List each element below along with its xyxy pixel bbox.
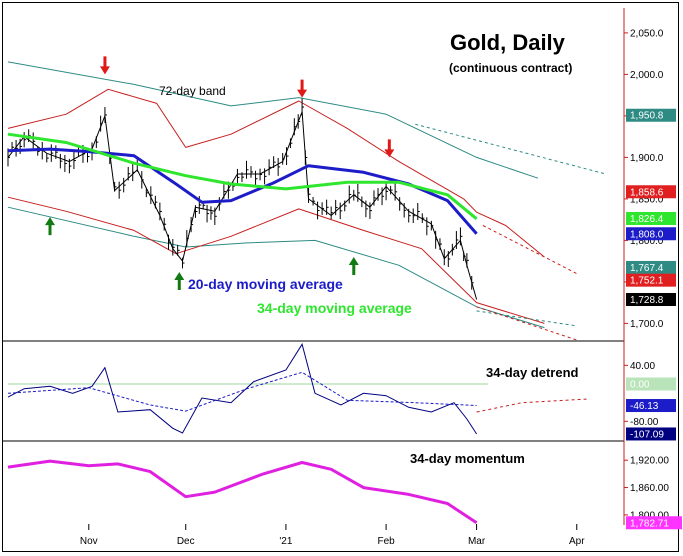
- series-close: [7, 111, 478, 300]
- series-upper_inner: [7, 88, 545, 258]
- value-badge: [626, 273, 676, 287]
- detrend-layer: [7, 343, 590, 435]
- price-layer: [7, 98, 478, 300]
- y-tick-label: 1,920.00: [630, 456, 669, 467]
- down-arrow-icon: [99, 56, 110, 75]
- value-badge-label: 1,752.1: [630, 276, 664, 287]
- x-tick-label: '21: [279, 536, 292, 547]
- value-badge-label: 1,728.8: [630, 295, 664, 306]
- value-badge: [626, 227, 676, 241]
- momentum-label: 34-day momentum: [410, 451, 525, 466]
- grid-layer: [3, 340, 624, 442]
- x-tick-label: Nov: [80, 536, 98, 547]
- series-dashed: [7, 371, 477, 412]
- axes-layer: NovDec'21FebMarApr2,050.02,000.01,950.01…: [80, 8, 682, 547]
- y-tick-label: 1,800.00: [630, 510, 669, 521]
- y-tick-label: 1,900.0: [630, 153, 664, 164]
- value-badge: [626, 108, 676, 122]
- arrow-layer: [45, 56, 395, 290]
- series-detrend: [7, 343, 478, 435]
- value-badge-label: 1,950.8: [630, 111, 664, 122]
- up-arrow-icon: [45, 217, 56, 236]
- value-badge: [626, 427, 676, 441]
- ma20-label: 20-day moving average: [188, 276, 343, 292]
- moving-average-layer: [7, 132, 478, 235]
- y-tick-label: -80.00: [630, 417, 659, 428]
- x-tick-label: Apr: [569, 536, 585, 547]
- value-badge-label: 0.00: [630, 380, 650, 391]
- ma34-label: 34-day moving average: [257, 300, 412, 316]
- y-tick-label: 40.00: [630, 361, 655, 372]
- value-badge-label: 1,858.6: [630, 187, 664, 198]
- value-badge: [626, 516, 682, 530]
- series-momentum: [7, 459, 478, 525]
- series-lower_outer: [7, 206, 545, 329]
- x-tick-label: Feb: [377, 536, 395, 547]
- value-badge: [626, 377, 676, 391]
- value-badge: [626, 185, 676, 199]
- projection-upper_outer: [415, 123, 606, 175]
- down-arrow-icon: [384, 139, 395, 158]
- y-tick-label: 2,050.0: [630, 28, 664, 39]
- value-badge-label: 1,808.0: [630, 229, 664, 240]
- value-badge: [626, 399, 676, 413]
- chart-title: Gold, Daily: [450, 30, 566, 55]
- chart-subtitle: (continuous contract): [449, 61, 572, 75]
- y-tick-label: 1,860.00: [630, 483, 669, 494]
- value-badge-label: 1,826.4: [630, 214, 664, 225]
- x-tick-label: Mar: [468, 536, 486, 547]
- value-badge: [626, 211, 676, 225]
- value-badge: [626, 260, 676, 274]
- value-badge-label: 1,782.71: [630, 518, 669, 529]
- up-arrow-icon: [174, 271, 185, 290]
- band-layer: [7, 61, 606, 341]
- projection-upper_inner: [482, 225, 578, 275]
- band-label: 72-day band: [159, 84, 226, 98]
- x-tick-label: Dec: [177, 536, 195, 547]
- projection-detrend: [476, 398, 590, 413]
- value-badge-label: -46.13: [630, 401, 659, 412]
- projection-lower_outer: [476, 310, 577, 327]
- y-tick-label: 2,000.0: [630, 70, 664, 81]
- y-tick-label: 1,850.0: [630, 194, 664, 205]
- series-upper_outer: [7, 61, 539, 179]
- up-arrow-icon: [348, 257, 359, 275]
- value-badge-label: -107.09: [630, 429, 664, 440]
- momentum-layer: [7, 459, 478, 525]
- series-ma34: [7, 132, 478, 220]
- series-lower_inner: [7, 196, 545, 324]
- y-tick-label: 1,700.0: [630, 319, 664, 330]
- value-badge-label: 1,767.4: [630, 263, 664, 274]
- down-arrow-icon: [297, 79, 308, 98]
- y-tick-label: 1,800.0: [630, 236, 664, 247]
- series-ma20: [7, 147, 478, 235]
- value-badge: [626, 292, 676, 306]
- detrend-label: 34-day detrend: [486, 365, 579, 380]
